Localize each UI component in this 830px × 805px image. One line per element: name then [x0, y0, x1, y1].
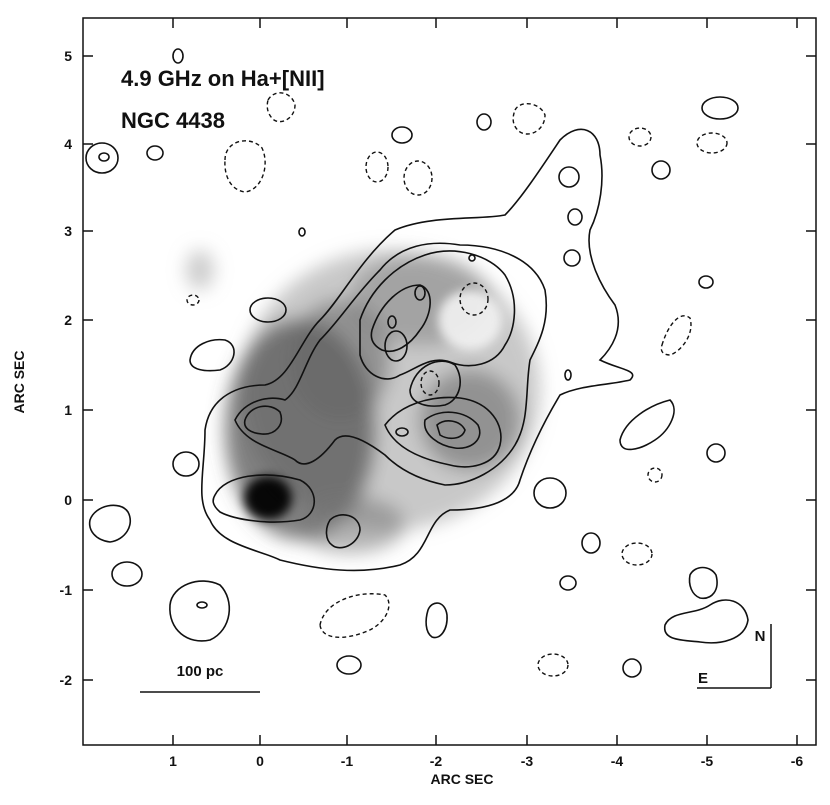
x-tick-label: -6: [791, 753, 804, 769]
y-tick-label: 0: [64, 492, 72, 508]
y-tick-label: 3: [64, 223, 72, 239]
x-tick-label: -3: [521, 753, 534, 769]
x-tick-label: -4: [611, 753, 624, 769]
plot-frame: [82, 17, 817, 746]
plot-title-line2: NGC 4438: [121, 108, 225, 133]
x-tick-label: -5: [701, 753, 714, 769]
x-tick-label: 1: [169, 753, 177, 769]
y-tick-label: 5: [64, 48, 72, 64]
x-tick-label: 0: [256, 753, 264, 769]
compass: N E: [697, 624, 772, 689]
x-tick-label: -2: [430, 753, 443, 769]
compass-east: E: [698, 670, 708, 687]
y-tick-label: 2: [64, 312, 72, 328]
plot-title-line1: 4.9 GHz on Ha+[NII]: [121, 66, 325, 91]
x-tick-label: -1: [341, 753, 354, 769]
scale-bar-label: 100 pc: [177, 663, 224, 680]
y-tick-label: -2: [60, 672, 73, 688]
y-axis-title: ARC SEC: [11, 350, 27, 413]
y-tick-label: 4: [64, 136, 72, 152]
x-axis-title: ARC SEC: [430, 771, 493, 787]
radio-contours: [85, 48, 749, 678]
scale-bar: 100 pc: [140, 663, 260, 693]
y-tick-label: 1: [64, 402, 72, 418]
halpha-grayscale-image: [186, 250, 540, 553]
y-tick-label: -1: [60, 582, 73, 598]
x-tick-labels: 1 0 -1 -2 -3 -4 -5 -6: [169, 753, 803, 769]
compass-north: N: [755, 628, 766, 645]
y-tick-labels: 5 4 3 2 1 0 -1 -2: [60, 48, 73, 688]
